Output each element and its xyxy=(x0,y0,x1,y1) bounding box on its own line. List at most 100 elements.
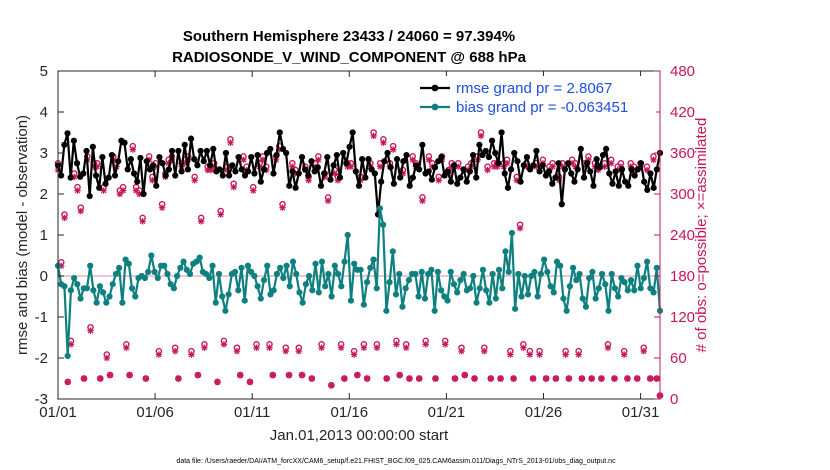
rmse-point xyxy=(343,160,350,167)
rmse-point xyxy=(58,172,65,179)
obs-assimilated-stroke xyxy=(175,375,182,382)
obs-assimilated-marker xyxy=(432,375,439,382)
rmse-point xyxy=(219,172,226,179)
rmse-point xyxy=(463,178,470,185)
obs-assimilated-stroke xyxy=(530,375,536,382)
obs-assimilated-marker xyxy=(61,214,68,222)
obs-assimilated-marker xyxy=(106,371,114,379)
obs-assimilated-marker xyxy=(116,190,124,198)
rmse-point xyxy=(143,158,150,165)
obs-assimilated-marker xyxy=(158,204,166,211)
bias-point xyxy=(215,270,223,278)
obs-assimilated-stroke xyxy=(579,375,585,382)
obs-assimilated-stroke xyxy=(566,375,572,382)
obs-assimilated-stroke xyxy=(240,157,247,163)
bias-point xyxy=(177,264,184,271)
obs-assimilated-stroke xyxy=(520,344,527,351)
obs-assimilated-stroke xyxy=(107,372,113,378)
bias-point xyxy=(541,256,548,263)
bias-point xyxy=(576,270,583,278)
bias-point xyxy=(225,291,232,298)
obs-assimilated-marker xyxy=(324,197,332,205)
obs-assimilated-marker xyxy=(295,347,302,355)
obs-assimilated-marker xyxy=(175,375,182,382)
bias-point xyxy=(351,260,358,267)
bias-point xyxy=(74,281,81,288)
bias-point xyxy=(644,258,651,265)
obs-assimilated-stroke xyxy=(351,351,357,358)
obs-assimilated-stroke xyxy=(383,375,390,382)
rmse-point xyxy=(346,143,353,150)
bias-point xyxy=(161,262,168,269)
rmse-point xyxy=(130,170,138,177)
rmse-point xyxy=(156,154,163,161)
rmse-point xyxy=(514,158,521,165)
bias-point xyxy=(251,272,258,280)
rmse-point xyxy=(321,170,328,177)
bias-point xyxy=(502,248,509,255)
bias-point xyxy=(296,289,303,296)
bias-point xyxy=(521,272,528,280)
rmse-point xyxy=(650,184,657,191)
obs-assimilated-marker xyxy=(588,375,595,382)
rmse-point xyxy=(555,160,562,167)
bias-point xyxy=(61,283,68,290)
bias-point xyxy=(376,205,384,212)
obs-assimilated-marker xyxy=(497,375,504,382)
bias-point xyxy=(318,258,326,265)
rmse-point xyxy=(457,174,464,181)
y-right-tick-label: 420 xyxy=(670,104,695,121)
obs-assimilated-marker xyxy=(285,371,293,379)
bias-point xyxy=(170,285,177,292)
bias-point xyxy=(505,268,512,275)
obs-assimilated-stroke xyxy=(133,187,139,194)
obs-assimilated-marker xyxy=(425,156,433,164)
bias-point xyxy=(67,287,74,294)
rmse-point xyxy=(324,154,331,161)
obs-assimilated-stroke xyxy=(279,204,286,211)
rmse-point xyxy=(615,182,622,189)
obs-assimilated-stroke xyxy=(409,157,416,163)
obs-assimilated-marker xyxy=(139,218,146,225)
bias-point xyxy=(99,289,107,296)
obs-assimilated-marker xyxy=(103,354,111,362)
bias-point xyxy=(64,352,71,360)
obs-assimilated-marker xyxy=(481,347,488,355)
obs-assimilated-stroke xyxy=(487,375,494,382)
obs-assimilated-stroke xyxy=(221,341,227,348)
obs-assimilated-marker xyxy=(227,139,234,146)
obs-assimilated-marker xyxy=(87,327,94,334)
bias-point xyxy=(434,268,441,275)
obs-assimilated-marker xyxy=(653,375,660,382)
rmse-point xyxy=(590,182,597,189)
bias-point xyxy=(566,283,573,290)
legend: rmse grand pr = 2.8067 bias grand pr = -… xyxy=(414,76,656,116)
obs-assimilated-stroke xyxy=(543,375,549,382)
obs-assimilated-stroke xyxy=(172,348,178,354)
bias-point xyxy=(235,287,242,294)
rmse-point xyxy=(488,137,496,144)
obs-assimilated-stroke xyxy=(536,351,543,358)
obs-assimilated-marker xyxy=(350,351,358,358)
y-right-tick-label: 180 xyxy=(670,268,695,285)
rmse-point xyxy=(365,156,372,163)
obs-assimilated-marker xyxy=(64,378,71,386)
rmse-point xyxy=(273,151,280,159)
rmse-point xyxy=(571,178,578,185)
obs-assimilated-stroke xyxy=(149,177,156,184)
bias-point xyxy=(450,281,458,288)
y-axis-label-right: # of obs: o=possible; ×=assimilated xyxy=(693,118,710,353)
obs-assimilated-marker xyxy=(298,371,306,379)
obs-assimilated-stroke xyxy=(452,375,458,382)
rmse-point xyxy=(276,129,283,136)
obs-assimilated-stroke xyxy=(266,344,273,351)
obs-assimilated-stroke xyxy=(549,163,556,170)
rmse-point xyxy=(653,166,660,173)
rmse-point xyxy=(314,164,321,171)
bias-point xyxy=(148,252,155,259)
rmse-point xyxy=(229,162,236,169)
bias-point xyxy=(560,295,567,302)
obs-assimilated-stroke xyxy=(338,344,344,351)
obs-assimilated-marker xyxy=(607,160,615,167)
obs-assimilated-marker xyxy=(549,163,556,170)
